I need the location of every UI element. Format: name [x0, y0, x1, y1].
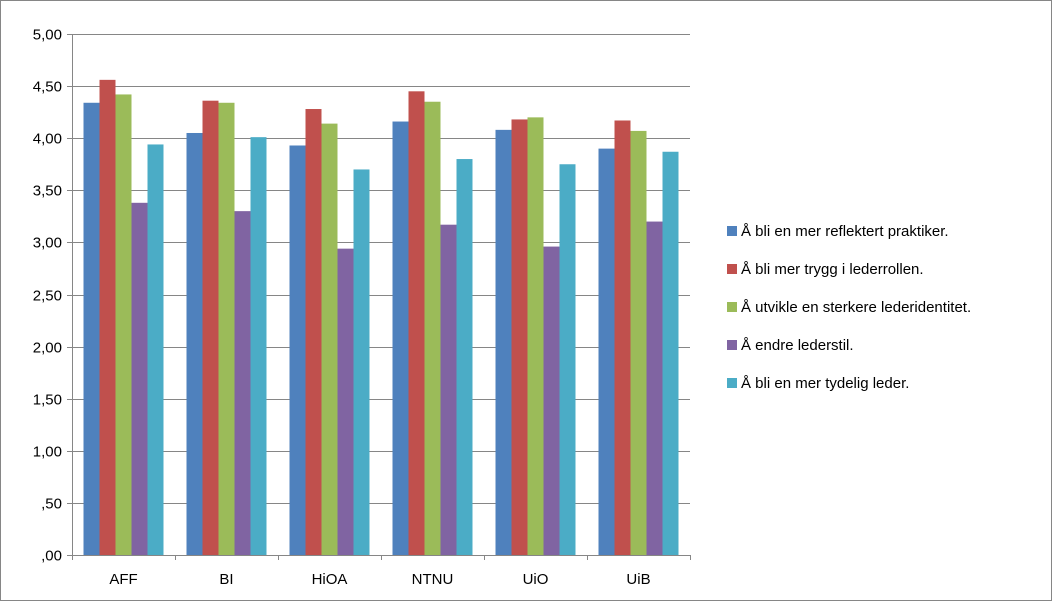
y-tick-label: 3,50: [33, 183, 62, 200]
legend-swatch: [727, 264, 737, 274]
x-tick-label: BI: [219, 571, 233, 588]
y-tick-label: 1,00: [33, 444, 62, 461]
legend-label: Å bli en mer reflektert praktiker.: [741, 223, 949, 240]
legend-label: Å utvikle en sterkere lederidentitet.: [741, 299, 971, 316]
bar-uio-series-1: [495, 129, 512, 556]
x-tick-label: AFF: [109, 571, 137, 588]
legend-swatch: [727, 378, 737, 388]
legend-item: Å utvikle en sterkere lederidentitet.: [727, 299, 971, 316]
legend-item: Å endre lederstil.: [727, 337, 854, 354]
legend: Å bli en mer reflektert praktiker. Å bli …: [727, 223, 971, 392]
bar-hioa-series-1: [289, 145, 306, 556]
y-tick-label: 3,00: [33, 235, 62, 252]
bar-ntnu-series-1: [392, 121, 409, 555]
x-tick-label: UiB: [626, 571, 650, 588]
bar-uib-series-4: [646, 221, 663, 555]
x-axis-tick-labels: AFF BI HiOA NTNU UiO UiB: [109, 571, 650, 588]
bar-bi-series-4: [234, 211, 251, 555]
y-tick-label: 4,00: [33, 131, 62, 148]
y-tick-label: 5,00: [33, 27, 62, 44]
bar-aff-series-2: [99, 79, 116, 555]
bar-aff-series-1: [83, 102, 100, 556]
bar-ntnu-series-5: [456, 159, 473, 556]
x-tick-label: HiOA: [312, 571, 348, 588]
bar-uio-series-5: [559, 164, 576, 555]
y-tick-label: ,50: [41, 496, 62, 513]
bar-ntnu-series-3: [424, 101, 441, 555]
legend-item: Å bli en mer reflektert praktiker.: [727, 223, 949, 240]
bar-bi-series-5: [250, 137, 267, 555]
bar-ntnu-series-4: [440, 224, 457, 555]
legend-swatch: [727, 340, 737, 350]
bar-bi-series-1: [186, 132, 203, 556]
bar-hioa-series-3: [321, 123, 338, 556]
bar-aff-series-5: [147, 144, 164, 555]
legend-swatch: [727, 302, 737, 312]
legend-item: Å bli mer trygg i lederrollen.: [727, 261, 924, 278]
legend-swatch: [727, 226, 737, 236]
y-tick-label: 2,00: [33, 340, 62, 357]
y-axis-tick-labels: ,00 ,50 1,00 1,50 2,00 2,50 3,00 3,50 4,00 4,50 5,…: [33, 27, 62, 565]
y-tick-label: ,00: [41, 548, 62, 565]
legend-item: Å bli en mer tydelig leder.: [727, 375, 909, 392]
bar-aff-series-4: [131, 202, 148, 556]
bar-ntnu-series-2: [408, 91, 425, 555]
x-tick-label: UiO: [523, 571, 549, 588]
bar-hioa-series-4: [337, 248, 354, 555]
bar-uib-series-2: [614, 120, 631, 556]
bar-uio-series-3: [527, 117, 544, 556]
y-tick-label: 1,50: [33, 392, 62, 409]
bar-uib-series-3: [630, 130, 647, 555]
bars: [83, 79, 679, 556]
legend-label: Å endre lederstil.: [741, 337, 854, 354]
bar-uio-series-2: [511, 119, 528, 555]
bar-bi-series-3: [218, 102, 235, 556]
axes: [67, 34, 691, 560]
y-tick-label: 4,50: [33, 79, 62, 96]
bar-uib-series-5: [662, 151, 679, 555]
legend-label: Å bli mer trygg i lederrollen.: [741, 261, 924, 278]
legend-label: Å bli en mer tydelig leder.: [741, 375, 909, 392]
y-tick-label: 2,50: [33, 288, 62, 305]
bar-hioa-series-2: [305, 109, 322, 556]
bar-uib-series-1: [598, 148, 615, 555]
bar-aff-series-3: [115, 94, 132, 555]
bar-uio-series-4: [543, 246, 560, 555]
x-tick-label: NTNU: [412, 571, 454, 588]
bar-hioa-series-5: [353, 169, 370, 555]
gridlines: [72, 34, 690, 504]
bar-bi-series-2: [202, 100, 219, 555]
